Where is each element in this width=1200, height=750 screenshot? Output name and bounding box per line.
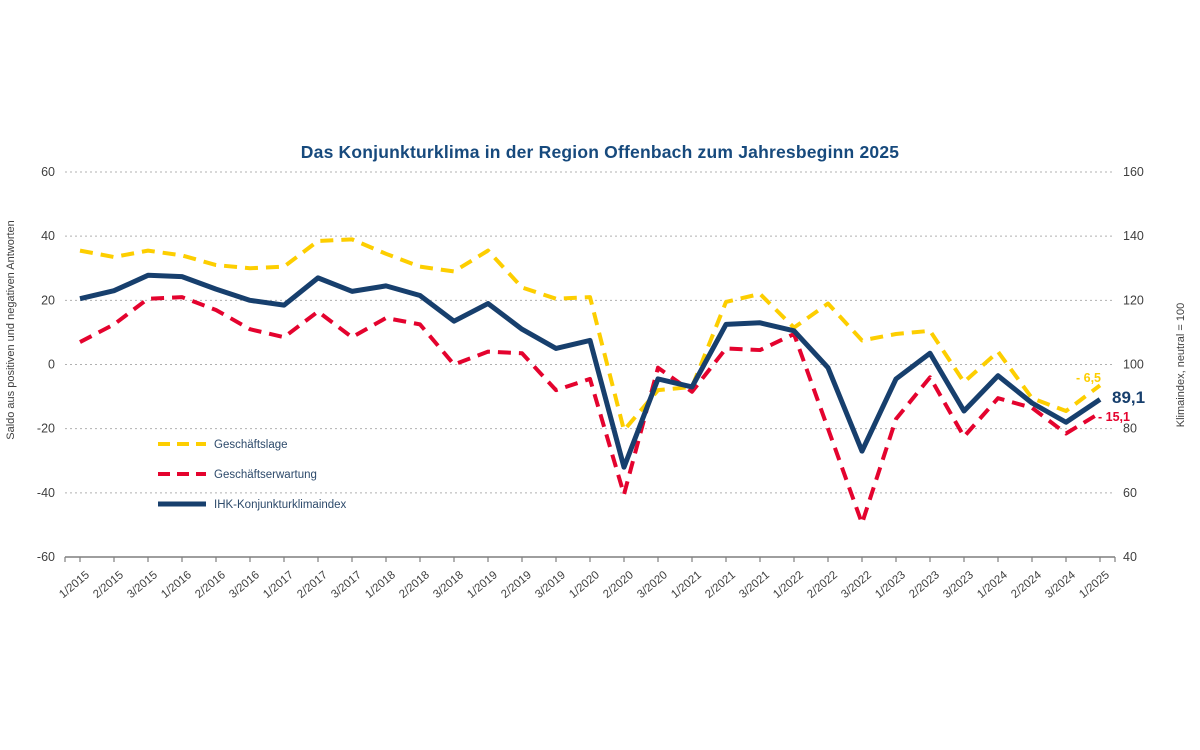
y-right-tick-label: 120: [1123, 293, 1144, 307]
y-left-tick-label: -20: [37, 422, 55, 436]
legend-label-geschaeftslage: Geschäftslage: [214, 439, 288, 451]
x-tick-label: 2/2018: [397, 569, 432, 601]
x-tick-label: 1/2025: [1077, 569, 1112, 601]
y-left-tick-label: 0: [48, 358, 55, 372]
x-tick-label: 2/2015: [91, 569, 126, 601]
x-tick-label: 2/2020: [601, 569, 636, 601]
x-tick-label: 3/2016: [227, 569, 262, 601]
x-tick-label: 1/2021: [669, 569, 704, 601]
x-tick-label: 1/2024: [975, 569, 1010, 601]
y-left-tick-label: -60: [37, 550, 55, 564]
y-left-axis-title: Saldo aus positiven und negativen Antwor…: [5, 220, 17, 440]
y-left-tick-label: 40: [41, 229, 55, 243]
x-tick-label: 1/2015: [57, 569, 92, 601]
x-tick-label: 2/2021: [703, 569, 738, 601]
x-tick-label: 2/2019: [499, 569, 534, 601]
x-tick-label: 1/2020: [567, 569, 602, 601]
series-line-geschftserwartung: [79, 295, 1102, 526]
x-tick-label: 1/2016: [159, 569, 194, 601]
y-left-tick-label: -40: [37, 486, 55, 500]
y-right-tick-label: 80: [1123, 422, 1137, 436]
x-tick-label: 1/2017: [261, 569, 296, 601]
x-tick-label: 3/2017: [329, 569, 364, 601]
x-tick-label: 1/2022: [771, 569, 806, 601]
chart-title: Das Konjunkturklima in der Region Offenb…: [300, 142, 900, 162]
x-tick-label: 2/2017: [295, 569, 330, 601]
legend-label-klimaindex: IHK-Konjunkturklimaindex: [214, 499, 347, 511]
series-line-geschftslage: [79, 237, 1102, 433]
y-right-tick-label: 100: [1123, 358, 1144, 372]
x-tick-label: 3/2023: [941, 569, 976, 601]
x-tick-label: 2/2016: [193, 569, 228, 601]
legend-label-geschaeftserwartung: Geschäftserwartung: [214, 469, 317, 481]
x-tick-label: 3/2021: [737, 569, 772, 601]
end-value-label-geschaeftslage: - 6,5: [1076, 371, 1101, 385]
y-right-tick-label: 60: [1123, 486, 1137, 500]
x-tick-label: 3/2015: [125, 569, 160, 601]
x-tick-label: 2/2024: [1009, 569, 1044, 601]
x-tick-label: 3/2024: [1043, 569, 1078, 601]
series-line-ihk-konjunkturklimaindex: [79, 272, 1102, 470]
y-left-tick-label: 20: [41, 293, 55, 307]
x-tick-label: 1/2019: [465, 569, 500, 601]
x-tick-label: 3/2018: [431, 569, 466, 601]
y-left-tick-label: 60: [41, 165, 55, 179]
x-tick-label: 2/2023: [907, 569, 942, 601]
end-value-label-klimaindex: 89,1: [1112, 388, 1145, 407]
end-value-label-geschaeftserwartung: - 15,1: [1098, 410, 1130, 424]
x-tick-label: 3/2020: [635, 569, 670, 601]
y-right-tick-label: 140: [1123, 229, 1144, 243]
y-right-tick-label: 160: [1123, 165, 1144, 179]
x-tick-label: 1/2018: [363, 569, 398, 601]
y-right-axis-title: Klimaindex, neutral = 100: [1175, 303, 1187, 427]
x-tick-label: 2/2022: [805, 569, 840, 601]
x-tick-label: 3/2019: [533, 569, 568, 601]
y-right-tick-label: 40: [1123, 550, 1137, 564]
x-tick-label: 1/2023: [873, 569, 908, 601]
x-tick-label: 3/2022: [839, 569, 874, 601]
